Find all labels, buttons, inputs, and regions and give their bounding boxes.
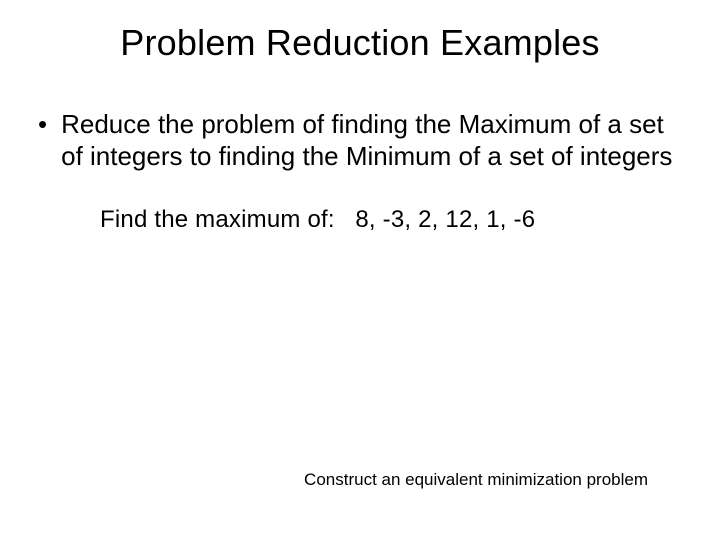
example-line: Find the maximum of: 8, -3, 2, 12, 1, -6 [0, 206, 720, 234]
bullet-text: Reduce the problem of finding the Maximu… [61, 108, 680, 172]
example-label: Find the maximum of: [100, 206, 335, 233]
bullet-item: • Reduce the problem of finding the Maxi… [38, 108, 680, 172]
slide-title: Problem Reduction Examples [0, 0, 720, 64]
footer-note: Construct an equivalent minimization pro… [304, 470, 648, 490]
example-values: 8, -3, 2, 12, 1, -6 [355, 206, 535, 233]
bullet-block: • Reduce the problem of finding the Maxi… [0, 108, 720, 172]
bullet-dot-icon: • [38, 108, 47, 140]
